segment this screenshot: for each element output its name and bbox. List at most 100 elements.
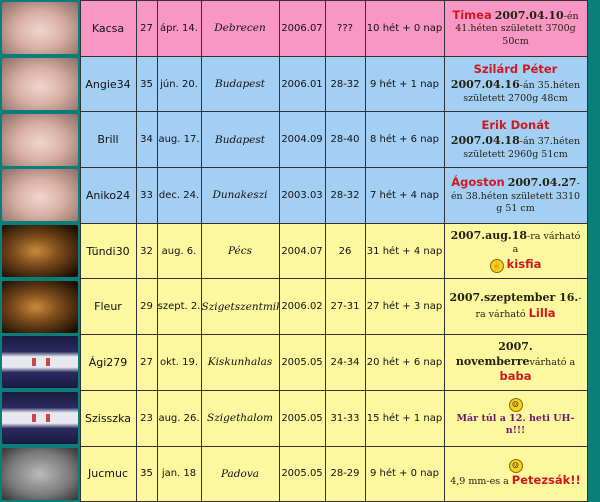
member-city: Szigethalom — [200, 389, 280, 447]
member-name: Aniko24 — [79, 167, 137, 224]
cycle-length: 26 — [324, 222, 366, 280]
note-date: 2007.04.16 — [450, 78, 520, 92]
pregnancy-test-photo — [1, 392, 78, 445]
member-name: Tündi30 — [79, 222, 137, 280]
cycle-length: 28-32 — [324, 167, 366, 224]
ultrasound-gray-photo — [1, 447, 78, 500]
member-birthday: jan. 18 — [156, 445, 202, 502]
note-text: -én 41.héten született 3700g 50cm — [455, 10, 579, 48]
note-cell: ☺ Már túl a 12. heti UH-n!!! — [443, 389, 588, 447]
trying-since: 2004.09 — [278, 111, 326, 169]
note-highlight: Erik Donát — [481, 117, 550, 132]
member-age: 32 — [135, 222, 158, 280]
note-highlight: kisfia — [506, 257, 542, 272]
note-text: -án 37.héten született 2960g 51cm — [463, 135, 581, 160]
pregnancy-week: 7 hét + 4 nap — [364, 167, 445, 224]
table-row: Jucmuc 35 jan. 18 Padova 2005.05 28-29 9… — [0, 445, 588, 502]
pregnancy-week: 9 hét + 1 nap — [364, 55, 445, 113]
trying-since: 2006.01 — [278, 55, 326, 113]
note-text: -ra várható — [475, 293, 582, 321]
note-highlight: Lilla — [528, 306, 556, 321]
table-row: Brill 34 aug. 17. Budapest 2004.09 28-40… — [0, 111, 588, 169]
table-row: Kacsa 27 ápr. 14. Debrecen 2006.07 ??? 1… — [0, 0, 588, 57]
table-row: Szisszka 23 aug. 26. Szigethalom 2005.05… — [0, 389, 588, 447]
pregnancy-test-photo — [1, 336, 78, 389]
trying-since: 2003.03 — [278, 167, 326, 224]
note-date: 2007.04.18 — [450, 133, 520, 147]
baby-photo — [1, 58, 78, 111]
note-cell: Erik Donát 2007.04.18-án 37.héten szület… — [443, 111, 588, 169]
trying-since: 2005.05 — [278, 445, 326, 502]
note-highlight: Szilárd Péter — [473, 62, 558, 77]
note-text: várható a — [529, 356, 576, 368]
note-highlight: Ágoston — [451, 174, 505, 189]
cycle-length: 28-40 — [324, 111, 366, 169]
member-birthday: aug. 6. — [156, 222, 202, 280]
note-cell: 2007.aug.18-ra várható a ✌ kisfia — [443, 222, 588, 280]
member-name: Ági279 — [79, 334, 137, 391]
member-name: Szisszka — [79, 389, 137, 447]
member-city: Budapest — [200, 55, 280, 113]
member-age: 27 — [135, 0, 158, 57]
cycle-length: ??? — [324, 0, 366, 57]
member-birthday: szept. 2. — [156, 278, 202, 336]
note-cell: ☺ 4,9 mm-es a Petezsák!! — [443, 445, 588, 502]
cycle-length: 24-34 — [324, 334, 366, 391]
note-cell: Timea 2007.04.10-én 41.héten született 3… — [443, 0, 588, 57]
member-age: 23 — [135, 389, 158, 447]
member-city: Dunakeszi — [200, 167, 280, 224]
note-cell: 2007. novemberrevárható a baba — [443, 334, 588, 391]
trying-since: 2005.05 — [278, 389, 326, 447]
note-text: -én 38.héten született 3310 g 51 cm — [450, 177, 581, 215]
table-row: Tündi30 32 aug. 6. Pécs 2004.07 26 31 hé… — [0, 222, 588, 280]
cycle-length: 31-33 — [324, 389, 366, 447]
member-birthday: aug. 26. — [156, 389, 202, 447]
note-text: -án 35.héten született 2700g 48cm — [463, 80, 581, 104]
pregnancy-week: 31 hét + 4 nap — [364, 222, 445, 280]
note-text: Már túl a 12. heti UH-n!!! — [456, 412, 575, 437]
note-highlight: baba — [499, 369, 532, 384]
fingers-crossed-icon: ✌ — [489, 258, 504, 273]
member-name: Angie34 — [79, 55, 137, 113]
member-age: 35 — [135, 55, 158, 113]
member-age: 35 — [135, 445, 158, 502]
note-date: 2007.04.10 — [494, 8, 564, 22]
table-row: Ági279 27 okt. 19. Kiskunhalas 2005.05 2… — [0, 334, 588, 391]
member-name: Jucmuc — [79, 445, 137, 502]
note-highlight: Timea — [452, 7, 492, 22]
pregnancy-week: 8 hét + 6 nap — [364, 111, 445, 169]
pregnancy-week: 20 hét + 6 nap — [364, 334, 445, 391]
table-row: Aniko24 33 dec. 24. Dunakeszi 2003.03 28… — [0, 167, 588, 224]
member-name: Kacsa — [79, 0, 137, 57]
cycle-length: 28-32 — [324, 55, 366, 113]
pregnancy-week: 9 hét + 0 nap — [364, 445, 445, 502]
trying-since: 2006.02 — [278, 278, 326, 336]
ultrasound-photo — [1, 280, 78, 333]
thumbs-up-smiley-icon: ☺ — [508, 458, 523, 473]
note-highlight: Petezsák!! — [511, 473, 581, 488]
member-birthday: dec. 24. — [156, 167, 202, 224]
member-birthday: okt. 19. — [156, 334, 202, 391]
note-date: 2007.04.27 — [507, 175, 577, 189]
baby-photo — [1, 169, 78, 222]
pregnancy-week: 10 hét + 0 nap — [364, 0, 445, 57]
pregnancy-week: 27 hét + 3 nap — [364, 278, 445, 336]
cycle-length: 28-29 — [324, 445, 366, 502]
member-birthday: ápr. 14. — [156, 0, 202, 57]
note-cell: 2007.szeptember 16.-ra várható Lilla — [443, 278, 588, 336]
member-city: Budapest — [200, 111, 280, 169]
baby-photo — [1, 2, 78, 55]
member-age: 27 — [135, 334, 158, 391]
note-text: 4,9 mm-es a — [450, 476, 509, 488]
member-city: Szigetszentmiklós — [200, 278, 280, 336]
member-city: Debrecen — [200, 0, 280, 57]
table-row: Angie34 35 jún. 20. Budapest 2006.01 28-… — [0, 55, 588, 113]
note-text: -ra várható a — [512, 231, 581, 256]
note-cell: Szilárd Péter 2007.04.16-án 35.héten szü… — [443, 55, 588, 113]
trying-since: 2004.07 — [278, 222, 326, 280]
member-city: Padova — [200, 445, 280, 502]
pregnancy-week: 15 hét + 1 nap — [364, 389, 445, 447]
note-date: 2007.aug.18 — [450, 229, 528, 243]
thumbs-up-smiley-icon: ☺ — [508, 398, 523, 413]
